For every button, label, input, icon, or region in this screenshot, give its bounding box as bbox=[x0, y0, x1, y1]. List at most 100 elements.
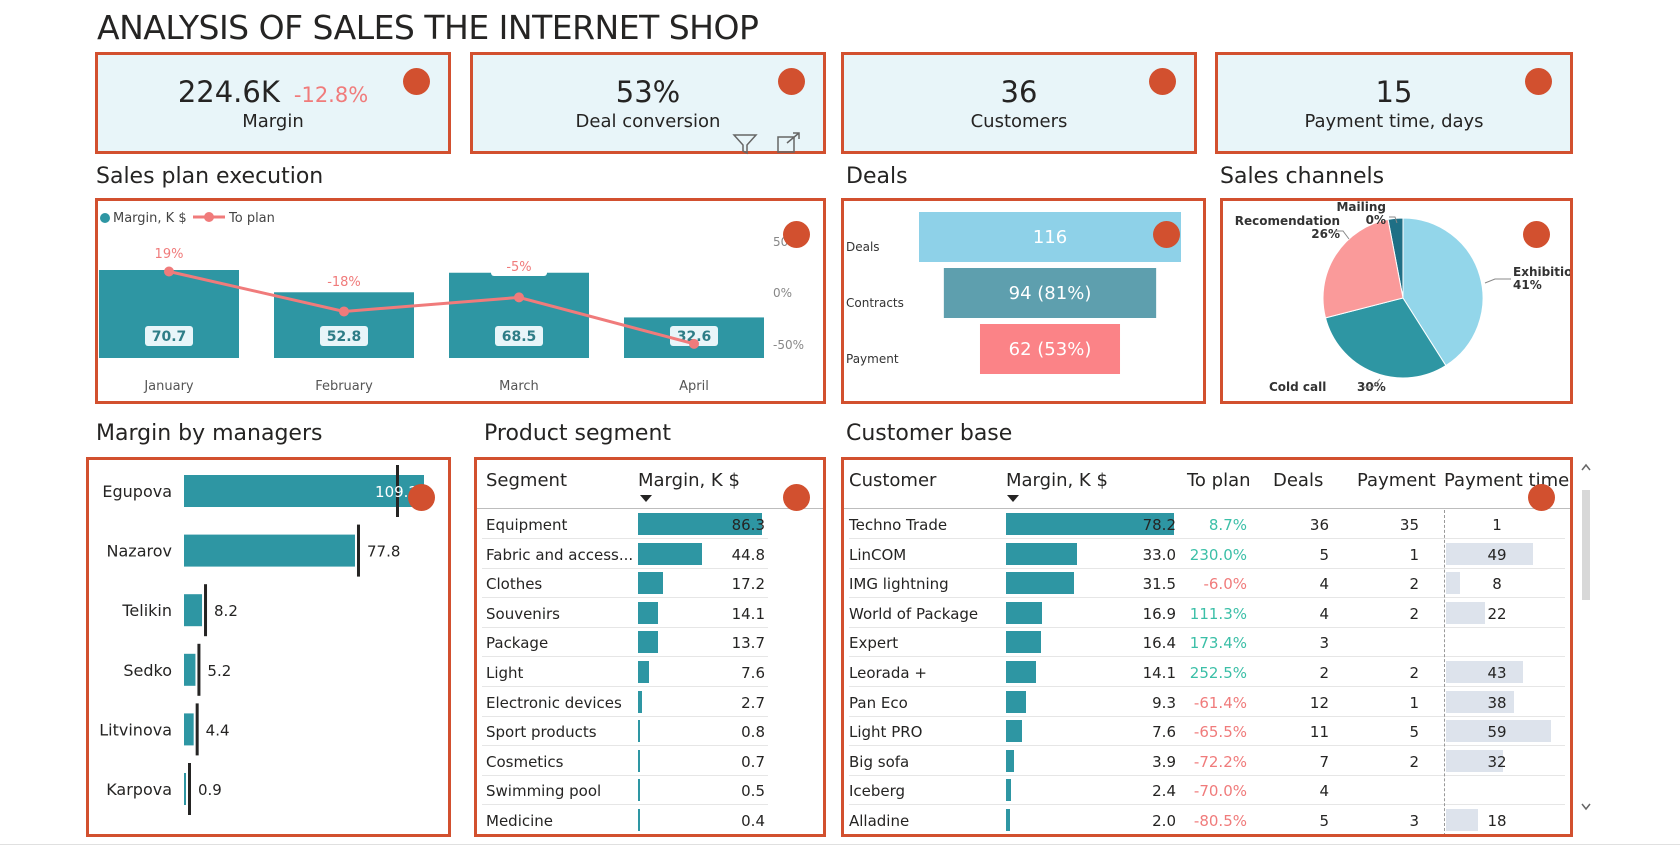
bottom-divider bbox=[0, 844, 1680, 845]
segment-name: Souvenirs bbox=[486, 604, 560, 623]
scroll-up-icon[interactable] bbox=[1580, 462, 1592, 474]
table-row[interactable]: Techno Trade 78.2 8.7% 36 35 1 bbox=[844, 510, 1570, 539]
deals-funnel-panel[interactable]: 116 Deals 94 (81%) Contracts 62 (53%) Payment bbox=[841, 198, 1206, 404]
managers-panel[interactable]: Egupova 109.2 Nazarov 77.8 Telikin 8.2 Sedko 5.… bbox=[86, 457, 451, 837]
product-segment-table[interactable]: Segment Margin, K $ Equipment 86.3 Fabric … bbox=[474, 457, 826, 837]
segment-margin-value: 13.7 bbox=[731, 634, 765, 653]
row-divider bbox=[482, 656, 768, 658]
payment-time-bar bbox=[1446, 542, 1534, 565]
pie-leader-line bbox=[1363, 378, 1381, 388]
segment-margin-value: 0.7 bbox=[741, 752, 765, 771]
manager-bar[interactable] bbox=[184, 475, 424, 507]
customer-deals: 12 bbox=[1309, 693, 1329, 712]
sort-desc-icon[interactable] bbox=[639, 493, 653, 503]
table-scrollbar[interactable] bbox=[1580, 462, 1592, 820]
table-row[interactable]: Alladine 2.0 -80.5% 5 3 18 bbox=[844, 806, 1570, 834]
kpi-margin-label: Margin bbox=[242, 110, 304, 132]
kpi-card-payment-time[interactable]: 15 Payment time, days bbox=[1215, 52, 1573, 154]
pie-slice-recomendation[interactable] bbox=[1322, 218, 1404, 319]
manager-name: Karpova bbox=[106, 780, 172, 799]
data-label: 52.8 bbox=[327, 329, 362, 345]
customer-deals: 4 bbox=[1319, 782, 1329, 801]
manager-bar[interactable] bbox=[184, 534, 355, 567]
segment-margin-bar bbox=[638, 661, 649, 683]
sales-channels-panel[interactable]: Exhibition41%Cold call30%Recomendation26… bbox=[1220, 198, 1581, 404]
plan-point[interactable] bbox=[164, 266, 174, 277]
funnel-bar-deals[interactable] bbox=[919, 212, 1181, 262]
segment-margin-value: 0.8 bbox=[741, 723, 765, 742]
table-row[interactable]: Big sofa 3.9 -72.2% 7 2 32 bbox=[844, 747, 1570, 776]
pie-label: Exhibition bbox=[1513, 265, 1570, 279]
table-row[interactable]: Equipment 86.3 bbox=[477, 510, 823, 539]
column-header-margin[interactable]: Margin, K $ bbox=[638, 470, 740, 491]
kpi-card-conversion[interactable]: 53% Deal conversion bbox=[470, 52, 826, 155]
filter-icon[interactable] bbox=[729, 131, 761, 155]
customer-margin-value: 14.1 bbox=[1142, 664, 1176, 682]
table-row[interactable]: Expert 16.4 173.4% 3 bbox=[844, 628, 1570, 658]
customer-payment-time: 1 bbox=[1492, 516, 1502, 534]
customer-name: Pan Eco bbox=[849, 693, 908, 712]
pie-label: 26% bbox=[1311, 227, 1340, 241]
bar-february[interactable] bbox=[274, 292, 414, 358]
customer-name: Big sofa bbox=[849, 752, 910, 771]
table-row[interactable]: Souvenirs 14.1 bbox=[477, 599, 823, 628]
pie-label: 41% bbox=[1513, 278, 1542, 292]
table-row[interactable]: Package 13.7 bbox=[477, 628, 823, 658]
table-row[interactable]: Iceberg 2.4 -70.0% 4 bbox=[844, 776, 1570, 806]
plan-marker bbox=[204, 584, 208, 637]
plan-label: 19% bbox=[155, 247, 184, 262]
funnel-bar-payment[interactable] bbox=[979, 324, 1121, 374]
segment-margin-bar bbox=[638, 601, 659, 624]
customer-payment-time: 43 bbox=[1487, 664, 1507, 682]
customer-margin-value: 16.9 bbox=[1142, 604, 1176, 623]
status-dot bbox=[1153, 221, 1180, 248]
pie-slice-cold-call[interactable] bbox=[1324, 297, 1447, 379]
table-row[interactable]: Leorada + 14.1 252.5% 2 2 43 bbox=[844, 658, 1570, 687]
manager-bar[interactable] bbox=[184, 594, 203, 627]
customer-margin-bar bbox=[1006, 690, 1026, 713]
customer-base-table[interactable]: Customer Margin, K $ To plan Deals Payme… bbox=[841, 457, 1573, 837]
manager-value: 8.2 bbox=[214, 602, 238, 620]
table-row[interactable]: LinCOM 33.0 230.0% 5 1 49 bbox=[844, 540, 1570, 569]
column-header-to-plan[interactable]: To plan bbox=[1187, 470, 1251, 491]
scrollbar-thumb[interactable] bbox=[1582, 490, 1590, 600]
kpi-card-margin[interactable]: 224.6K -12.8% Margin bbox=[95, 52, 451, 154]
manager-bar[interactable] bbox=[184, 653, 196, 686]
axis-tick-label: 0% bbox=[773, 286, 792, 300]
table-row[interactable]: Clothes 17.2 bbox=[477, 569, 823, 599]
funnel-bar-contracts[interactable] bbox=[943, 268, 1157, 318]
sales-plan-chart-panel[interactable]: Margin, K $To plan50%0%-50%70.7January52… bbox=[95, 198, 826, 404]
manager-bar[interactable] bbox=[184, 773, 186, 805]
column-header-segment[interactable]: Segment bbox=[486, 470, 567, 491]
customer-payment-time: 49 bbox=[1487, 545, 1507, 564]
row-divider bbox=[482, 804, 768, 806]
plan-point[interactable] bbox=[339, 306, 349, 317]
table-row[interactable]: Fabric and access... 44.8 bbox=[477, 540, 823, 569]
table-row[interactable]: Medicine 0.4 bbox=[477, 806, 823, 834]
plan-point[interactable] bbox=[514, 292, 524, 303]
status-dot bbox=[1523, 221, 1550, 248]
table-row[interactable]: Light PRO 7.6 -65.5% 11 5 59 bbox=[844, 717, 1570, 747]
column-header-margin[interactable]: Margin, K $ bbox=[1006, 470, 1108, 491]
scroll-down-icon[interactable] bbox=[1580, 800, 1592, 812]
plan-point[interactable] bbox=[689, 338, 699, 349]
row-divider bbox=[849, 626, 1565, 628]
customer-margin-bar bbox=[1006, 809, 1011, 831]
segment-name: Equipment bbox=[486, 516, 568, 534]
table-row[interactable]: Swimming pool 0.5 bbox=[477, 776, 823, 806]
focus-mode-icon[interactable] bbox=[773, 131, 805, 155]
table-row[interactable]: Sport products 0.8 bbox=[477, 717, 823, 747]
sort-desc-icon[interactable] bbox=[1006, 493, 1020, 503]
kpi-card-customers[interactable]: 36 Customers bbox=[841, 52, 1197, 154]
customer-to-plan: -80.5% bbox=[1193, 812, 1247, 830]
column-header-payment[interactable]: Payment bbox=[1357, 470, 1436, 491]
manager-bar[interactable] bbox=[184, 713, 194, 746]
table-row[interactable]: Electronic devices 2.7 bbox=[477, 688, 823, 717]
table-row[interactable]: Pan Eco 9.3 -61.4% 12 1 38 bbox=[844, 688, 1570, 717]
table-row[interactable]: Cosmetics 0.7 bbox=[477, 747, 823, 776]
table-row[interactable]: Light 7.6 bbox=[477, 658, 823, 687]
table-row[interactable]: World of Package 16.9 111.3% 4 2 22 bbox=[844, 599, 1570, 628]
column-header-deals[interactable]: Deals bbox=[1273, 470, 1324, 491]
table-row[interactable]: IMG lightning 31.5 -6.0% 4 2 8 bbox=[844, 569, 1570, 599]
column-header-customer[interactable]: Customer bbox=[849, 470, 937, 491]
